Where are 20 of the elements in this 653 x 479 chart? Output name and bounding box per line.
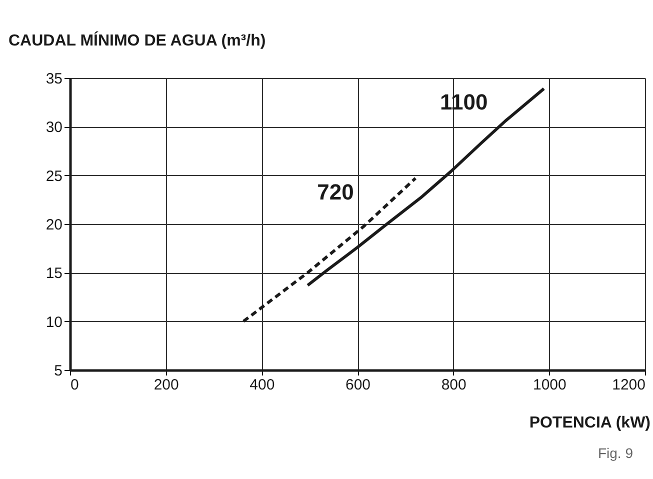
y-tick-label: 35 — [46, 70, 62, 88]
series-label: 720 — [317, 179, 354, 204]
y-tick-label: 5 — [54, 362, 62, 380]
line-series — [242, 176, 417, 323]
x-tick-label: 400 — [250, 376, 275, 394]
y-tick-label: 10 — [46, 314, 62, 331]
line-series — [306, 87, 546, 287]
y-axis-title: CAUDAL MÍNIMO DE AGUA (m³/h) — [8, 30, 266, 50]
x-tick-label: 800 — [441, 376, 466, 394]
y-tick-label: 25 — [46, 168, 62, 185]
x-tick-label: 200 — [154, 376, 179, 394]
x-tick-label: 0 — [70, 376, 79, 394]
x-tick-label: 1200 — [612, 376, 646, 394]
x-tick-label: 1000 — [532, 376, 566, 394]
y-tick-label: 30 — [46, 119, 62, 136]
x-tick-label: 600 — [345, 376, 371, 394]
y-tick-label: 20 — [46, 216, 62, 234]
caption: Fig. 9 — [598, 445, 633, 461]
y-tick-label: 15 — [46, 265, 62, 282]
x-axis-title: POTENCIA (kW) — [529, 414, 650, 432]
